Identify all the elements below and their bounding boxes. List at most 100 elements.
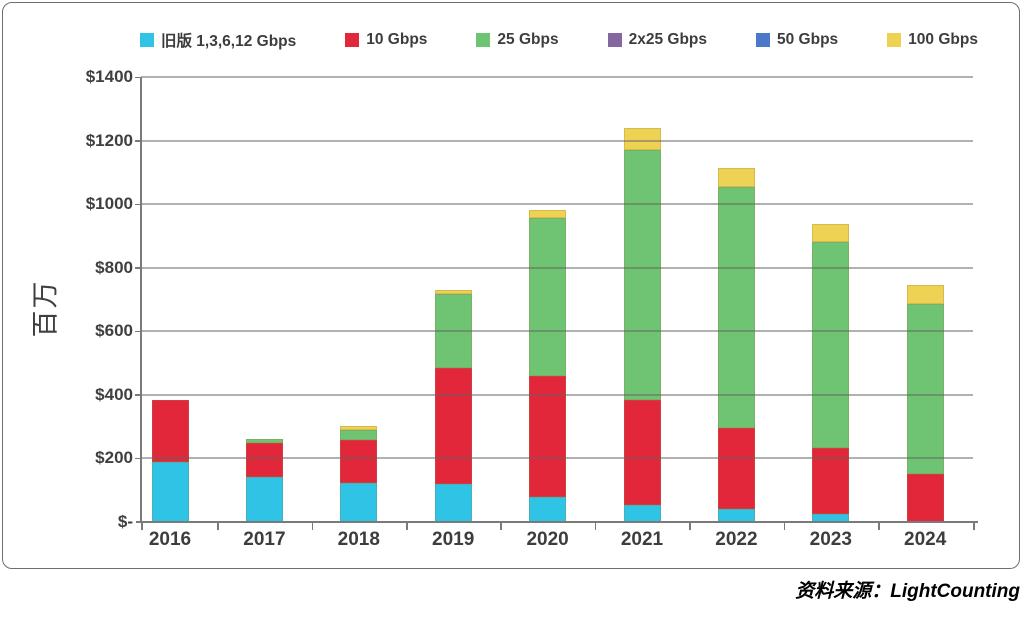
bar-2024 [906,77,944,522]
x-category-label-2018: 2018 [337,529,380,550]
legend-swatch-icon [756,33,770,47]
x-category-label-2023: 2023 [809,529,852,550]
legend-label: 100 Gbps [908,31,978,48]
bar-segment-2017--1-3-6-12-gbps [245,476,283,522]
legend-label: 25 Gbps [497,31,559,48]
bar-segment-2020-100-gbps [529,209,567,218]
bar-segment-2019-10-gbps [434,367,472,484]
bar-segment-2023-10-gbps [812,448,850,515]
x-tick-mark-0 [141,522,143,530]
bar-segment-2017-10-gbps [245,443,283,477]
bar-2019 [434,77,472,522]
legend-label: 2x25 Gbps [628,31,707,48]
y-tick-label-3: $600 [95,321,133,341]
x-tick-mark-1 [217,522,219,530]
x-tick-mark-8 [878,522,880,530]
bar-segment-2016-10-gbps [151,399,189,462]
bar-segment-2022-10-gbps [717,428,755,510]
x-axis-line [136,520,978,523]
y-tick-label-2: $400 [95,384,133,404]
bar-2016 [151,77,189,522]
bar-segment-2020--1-3-6-12-gbps [529,497,567,522]
bar-segment-2023-100-gbps [812,224,850,242]
bar-segment-2020-10-gbps [529,376,567,498]
bar-segment-2019-100-gbps [434,289,472,294]
source-attribution: 资料来源：LightCounting [795,581,1020,602]
y-tick-label-4: $800 [95,257,133,277]
legend-label: 50 Gbps [777,31,839,48]
y-tick-mark-6 [135,140,141,142]
y-tick-mark-1 [135,457,141,460]
bar-segment-2021-100-gbps [623,127,661,151]
bar-segment-2019-25-gbps [434,293,472,368]
y-axis-title: 百万 [30,279,61,338]
legend-item-1: 旧版 1,3,6,12 Gbps [140,29,296,51]
y-tick-label-7: $1400 [85,67,133,86]
legend-swatch-icon [345,33,360,47]
x-category-label-2017: 2017 [243,529,286,550]
bar-segment-2024-25-gbps [906,304,944,475]
y-tick-mark-3 [135,330,141,333]
y-axis-line [140,77,142,523]
bar-segment-2021-25-gbps [623,150,661,400]
x-tick-mark-4 [500,522,502,530]
bar-segment-2018-100-gbps [340,425,378,430]
bar-2023 [812,77,850,522]
bar-2018 [340,77,378,522]
bar-segment-2018-25-gbps [340,429,378,441]
x-category-label-2022: 2022 [715,529,758,550]
bar-segment-2023--1-3-6-12-gbps [812,514,850,522]
bar-segment-2016--1-3-6-12-gbps [151,461,189,522]
bar-segment-2024-10-gbps [906,474,944,522]
bar-segment-2017-25-gbps [245,438,283,444]
legend-item-2: 10 Gbps [345,31,427,49]
bar-segment-2022-100-gbps [717,167,755,187]
bar-segment-2023-25-gbps [812,241,850,449]
x-category-label-2019: 2019 [432,529,475,550]
legend-swatch-icon [607,33,622,47]
x-category-label-2020: 2020 [526,529,569,550]
bar-segment-2018--1-3-6-12-gbps [340,483,378,522]
legend-swatch-icon [887,33,902,47]
bar-segment-2020-25-gbps [529,217,567,377]
bar-2022 [717,77,755,522]
y-tick-mark-4 [135,267,141,269]
bar-segment-2024-100-gbps [906,284,944,305]
legend-swatch-icon [476,33,491,47]
legend-swatch-icon [140,33,154,47]
y-tick-mark-5 [135,203,141,206]
y-tick-mark-7 [135,76,141,78]
x-tick-mark-7 [783,522,786,530]
y-tick-mark-2 [135,394,141,396]
x-category-label-2024: 2024 [904,529,947,550]
legend-item-3: 25 Gbps [476,31,559,49]
y-tick-label-1: $200 [95,448,133,468]
bar-segment-2018-10-gbps [340,440,378,484]
legend-label: 10 Gbps [366,31,428,48]
x-tick-mark-5 [594,522,597,530]
bar-segment-2022-25-gbps [717,186,755,429]
bar-segment-2022--1-3-6-12-gbps [717,509,755,522]
legend-item-4: 2x25 Gbps [607,31,707,49]
legend-label: 旧版 1,3,6,12 Gbps [161,33,297,50]
bar-segment-2021-10-gbps [623,399,661,505]
plot-area [141,76,973,522]
x-tick-mark-6 [689,522,691,530]
y-tick-label-0: $- [117,512,133,531]
y-tick-label-5: $1000 [85,194,133,214]
x-category-label-2021: 2021 [620,529,664,550]
bar-2017 [245,77,283,522]
legend-item-5: 50 Gbps [756,31,838,49]
legend-item-6: 100 Gbps [887,31,978,49]
bar-2021 [623,77,661,522]
x-tick-mark-2 [311,522,314,530]
x-tick-mark-9 [973,522,975,530]
bar-segment-2021--1-3-6-12-gbps [623,504,661,522]
y-tick-label-6: $1200 [85,130,133,150]
chart-legend: 旧版 1,3,6,12 Gbps 10 Gbps 25 Gbps 2x25 Gbps 5… [140,30,978,50]
bar-segment-2019--1-3-6-12-gbps [434,483,472,522]
bar-2020 [529,77,567,522]
x-category-label-2016: 2016 [148,529,192,550]
x-tick-mark-3 [406,522,408,530]
